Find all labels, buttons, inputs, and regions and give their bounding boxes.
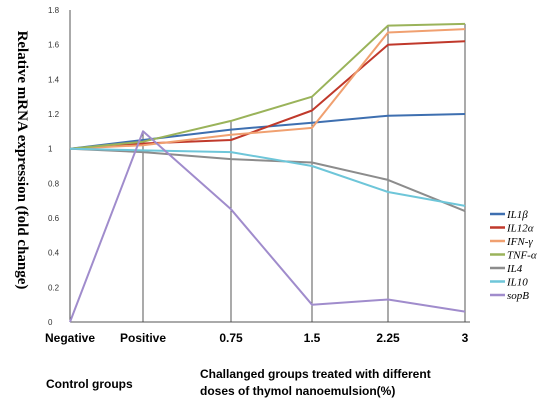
y-axis-label: Relative mRNA expression (fold change) xyxy=(14,31,30,290)
legend-entry: IL4 xyxy=(506,263,523,275)
y-tick-label: 1.8 xyxy=(48,6,60,15)
series-line-2 xyxy=(69,28,466,150)
series-line-1 xyxy=(69,40,466,150)
y-tick-label: 1.4 xyxy=(48,75,60,84)
footer-challenged-line2: doses of thymol nanoemulsion(%) xyxy=(200,384,396,398)
x-tick-label: Negative xyxy=(45,331,95,345)
y-tick-label: 0 xyxy=(48,318,53,327)
footer-challenged-line1: Challanged groups treated with different xyxy=(200,367,431,381)
legend-entry: sopB xyxy=(507,290,529,302)
y-tick-label: 1.6 xyxy=(48,41,60,50)
series-lines xyxy=(69,22,466,323)
drop-lines xyxy=(69,23,466,322)
tick-labels: 0 0.2 0.4 0.6 0.8 1 1.2 1.4 1.6 1.8 Negative Positi… xyxy=(45,6,469,345)
series-line-3 xyxy=(69,22,466,150)
legend-entry: IL1β xyxy=(506,209,528,221)
x-tick-label: 1.5 xyxy=(304,331,321,345)
y-tick-label: 0.2 xyxy=(48,283,60,292)
y-tick-label: 1 xyxy=(48,145,53,154)
footer-control-groups: Control groups xyxy=(46,377,133,391)
y-tick-label: 0.6 xyxy=(48,214,60,223)
series-line-5 xyxy=(69,147,466,207)
legend-entry: TNF-α xyxy=(507,250,537,262)
legend-entry: IFN-γ xyxy=(506,236,533,248)
x-tick-label: 3 xyxy=(462,331,469,345)
legend-entry: IL10 xyxy=(506,277,528,289)
y-tick-label: 0.8 xyxy=(48,179,60,188)
y-tick-label: 1.2 xyxy=(48,110,60,119)
series-line-6 xyxy=(69,130,466,323)
legend-entry: IL12α xyxy=(506,223,534,235)
x-tick-label: 2.25 xyxy=(376,331,400,345)
y-tick-label: 0.4 xyxy=(48,249,60,258)
series-line-4 xyxy=(69,147,466,213)
x-tick-label: Positive xyxy=(120,331,166,345)
x-tick-label: 0.75 xyxy=(219,331,243,345)
